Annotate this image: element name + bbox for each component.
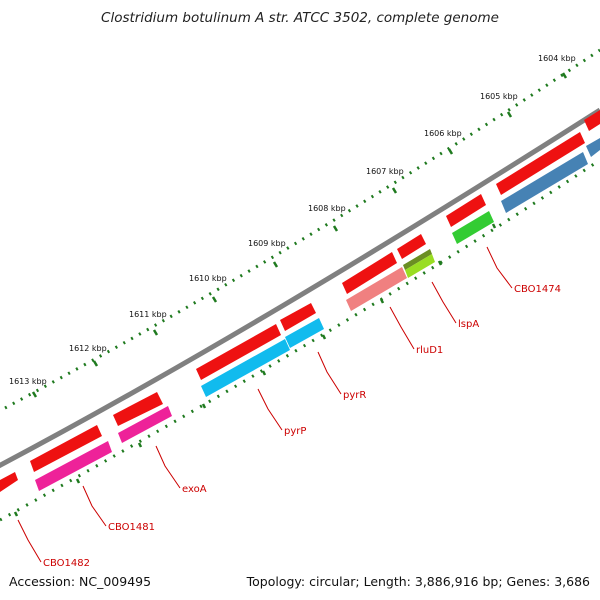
scale-label: 1613 kbp [9,377,47,386]
gene-forward[interactable] [196,324,281,380]
gene-forward[interactable] [446,194,486,227]
scale-label: 1610 kbp [189,274,227,283]
gene-label-exoA[interactable]: exoA [182,484,207,495]
gene-forward[interactable] [113,392,163,426]
gene-label-CBO1474[interactable]: CBO1474 [514,284,561,295]
gene-lspA-bar[interactable] [405,254,435,278]
gene-forward[interactable] [397,234,426,259]
scale-label: 1609 kbp [248,239,286,248]
scale-label: 1607 kbp [366,167,404,176]
gene-blue-bar[interactable] [501,152,588,213]
gene-lspA-olive[interactable] [403,249,432,270]
scale-major-ticks [31,72,568,398]
gene-pyrR-bar[interactable] [285,318,324,348]
label-leaders [17,246,513,563]
gene-CBO1481-bar[interactable] [35,441,112,491]
gene-label-CBO1482[interactable]: CBO1482 [43,558,90,569]
map-title: Clostridium botulinum A str. ATCC 3502, … [101,10,499,26]
gene-label-pyrP[interactable]: pyrP [284,426,306,437]
gene-label-lspA[interactable]: lspA [458,319,479,330]
scale-label: 1605 kbp [480,92,518,101]
inner-major-ticks [13,223,497,517]
scale-label: 1608 kbp [308,204,346,213]
accession-text: Accession: NC_009495 [9,574,152,589]
gene-label-CBO1481[interactable]: CBO1481 [108,522,155,533]
gene-forward[interactable] [0,472,18,492]
colored-genes [35,138,600,491]
scale-label: 1606 kbp [424,129,462,138]
gene-rluD1-bar[interactable] [346,267,407,311]
scale-ring [4,48,600,410]
gene-pyrP-bar[interactable] [201,339,290,397]
scale-label: 1611 kbp [129,310,167,319]
gene-forward[interactable] [584,110,600,131]
genome-summary-text: Topology: circular; Length: 3,886,916 bp… [246,574,590,589]
gene-label-rluD1[interactable]: rluD1 [416,345,443,356]
gene-label-pyrR[interactable]: pyrR [343,390,366,401]
backbone-ring [0,107,600,469]
scale-label: 1604 kbp [538,54,576,63]
gene-blue-bar[interactable] [586,138,600,157]
gene-exoA-bar[interactable] [118,406,172,443]
forward-genes [0,110,600,492]
gene-forward[interactable] [280,303,316,331]
gene-forward[interactable] [342,252,397,294]
gene-forward[interactable] [496,132,585,195]
gene-forward[interactable] [30,425,102,472]
gene-CBO1474-bar[interactable] [452,211,494,244]
scale-label: 1612 kbp [69,344,107,353]
